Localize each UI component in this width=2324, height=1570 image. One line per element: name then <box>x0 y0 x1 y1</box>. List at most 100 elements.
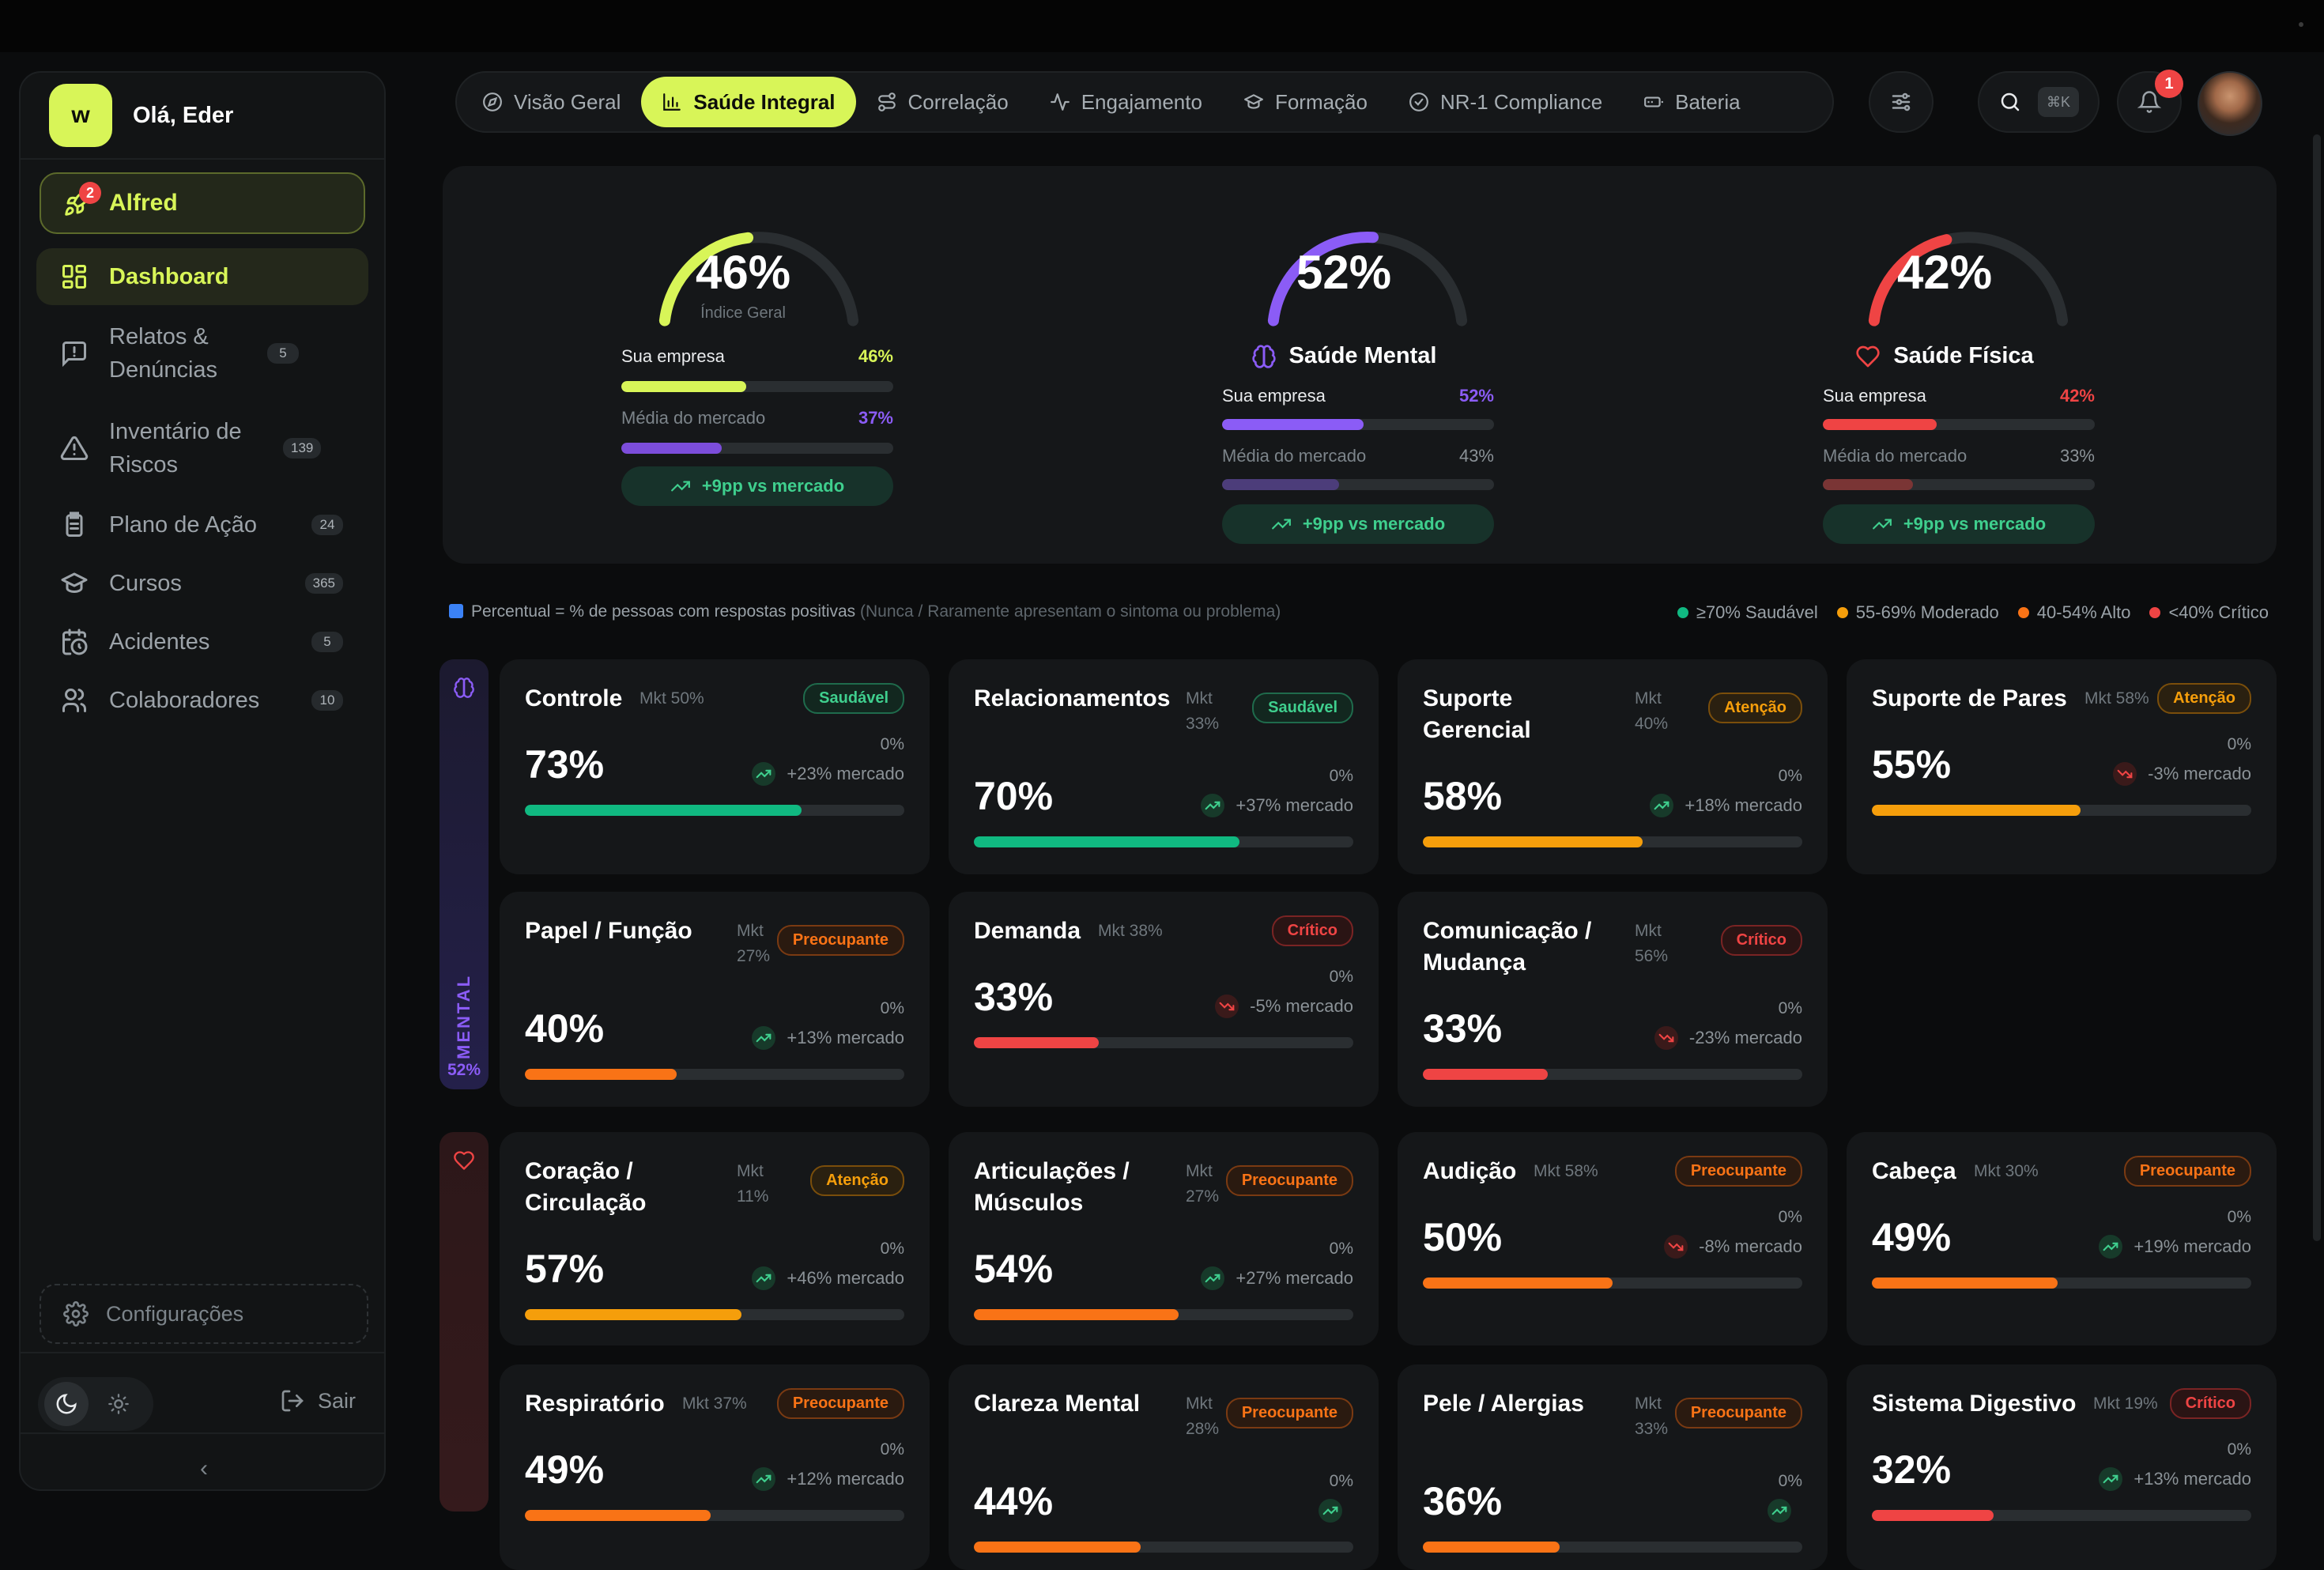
collapse-sidebar-button[interactable]: ‹ <box>21 1432 384 1489</box>
warning-triangle-icon <box>60 436 89 460</box>
market-reference: Mkt 27% <box>1186 1162 1220 1206</box>
card-progress-bar <box>525 805 904 816</box>
card-progress-bar <box>1872 1278 2251 1289</box>
tab-engajamento[interactable]: Engajamento <box>1029 77 1223 127</box>
gauge-title-text: Saúde Física <box>1893 343 2034 368</box>
window-top-bar <box>0 0 2324 52</box>
dimension-card[interactable]: Relacionamentos Mkt 33% Saudável 70% 0% +37% … <box>949 659 1379 874</box>
market-row: Média do mercado 43% <box>1222 446 1494 466</box>
greeting: Olá, Eder <box>133 102 234 128</box>
market-delta: +23% mercado <box>752 762 904 786</box>
tab-saude-integral[interactable]: Saúde Integral <box>641 77 856 127</box>
card-title: Relacionamentos <box>974 685 1171 711</box>
dimension-card[interactable]: Articulações / Músculos Mkt 27% Preocupant… <box>949 1132 1379 1345</box>
gauge-saude-fisica: 42% Saúde Física Sua empresa 42% Média d… <box>1644 166 2245 564</box>
market-delta-text: +13% mercado <box>2133 1469 2251 1489</box>
card-zero: 0% <box>1778 1472 1802 1490</box>
sidebar-item-badge: 5 <box>267 343 299 364</box>
card-zero: 0% <box>1778 767 1802 785</box>
dimension-card[interactable]: Comunicação / Mudança Mkt 56% Crítico 33% 0%… <box>1398 892 1828 1107</box>
app-logo[interactable]: w <box>49 84 112 147</box>
dimension-card[interactable]: Demanda Mkt 38% Crítico 33% 0% -5% mercado <box>949 892 1379 1107</box>
scrollbar-thumb[interactable] <box>2313 134 2321 1241</box>
tab-bateria[interactable]: Bateria <box>1623 77 1760 127</box>
sidebar-item-plano[interactable]: Plano de Ação 24 <box>36 496 368 553</box>
settings-button[interactable]: Configurações <box>40 1284 368 1344</box>
tab-correlacao[interactable]: Correlação <box>856 77 1029 127</box>
card-progress-bar <box>1872 805 2251 816</box>
market-delta: +18% mercado <box>1650 794 1802 817</box>
card-progress-fill <box>525 1069 677 1080</box>
tab-visao-geral[interactable]: Visão Geral <box>462 77 641 127</box>
market-delta: +12% mercado <box>752 1467 904 1491</box>
dimension-card[interactable]: Respiratório Mkt 37% Preocupante 49% 0% +12% … <box>500 1364 930 1570</box>
card-progress-bar <box>1872 1510 2251 1521</box>
company-value: 42% <box>2059 386 2095 406</box>
card-title: Demanda <box>974 918 1081 944</box>
card-title: Audição <box>1423 1158 1517 1184</box>
filter-settings-button[interactable] <box>1869 71 1934 133</box>
sidebar-item-badge: 10 <box>311 690 343 711</box>
trend-up-icon <box>1271 519 1291 530</box>
sidebar-item-cursos[interactable]: Cursos 365 <box>36 555 368 612</box>
section-label: MENTAL <box>454 973 473 1059</box>
avatar[interactable] <box>2198 71 2262 136</box>
delta-text: +9pp vs mercado <box>701 476 845 496</box>
sidebar-header: w Olá, Eder <box>21 73 384 160</box>
tab-label: Visão Geral <box>514 89 621 114</box>
dark-mode-button[interactable] <box>44 1382 89 1426</box>
battery-icon <box>1644 96 1664 108</box>
delta-text: +9pp vs mercado <box>1302 514 1446 534</box>
market-label: Média do mercado <box>621 408 766 428</box>
card-value: 50% <box>1423 1215 1503 1259</box>
card-progress-fill <box>1872 805 2081 816</box>
dimension-card[interactable]: Sistema Digestivo Mkt 19% Crítico 32% 0% +13%… <box>1847 1364 2277 1570</box>
card-value: 49% <box>1872 1215 1952 1259</box>
market-value: 33% <box>2059 446 2095 466</box>
market-reference: Mkt 28% <box>1186 1395 1220 1438</box>
sidebar-item-dashboard[interactable]: Dashboard <box>36 248 368 305</box>
card-value: 55% <box>1872 742 1952 787</box>
settings-label: Configurações <box>106 1301 244 1326</box>
card-progress-fill <box>1423 1069 1549 1080</box>
market-reference: Mkt 56% <box>1635 922 1669 965</box>
market-reference: Mkt 37% <box>682 1395 747 1413</box>
tab-label: Correlação <box>907 89 1009 114</box>
notifications-button[interactable]: 1 <box>2117 70 2183 133</box>
status-legend: ≥70% Saudável 55-69% Moderado 40-54% Alt… <box>1658 602 2269 623</box>
sidebar-item-inventario[interactable]: Inventário de Riscos 139 <box>36 402 368 495</box>
theme-toggle[interactable] <box>38 1377 153 1431</box>
company-row: Sua empresa 52% <box>1222 386 1494 406</box>
dimension-card[interactable]: Papel / Função Mkt 27% Preocupante 40% 0% +13… <box>500 892 930 1107</box>
card-value: 58% <box>1423 774 1503 818</box>
dimension-card[interactable]: Pele / Alergias Mkt 33% Preocupante 36% 0% <box>1398 1364 1828 1570</box>
market-delta-text: -23% mercado <box>1688 1028 1802 1047</box>
logout-button[interactable]: Sair <box>280 1388 356 1413</box>
card-zero: 0% <box>880 1240 904 1258</box>
card-value: 70% <box>974 774 1054 818</box>
gauge-title-text: Saúde Mental <box>1288 343 1437 368</box>
tab-nr1-compliance[interactable]: NR-1 Compliance <box>1388 77 1623 127</box>
card-zero: 0% <box>880 735 904 753</box>
sidebar-item-relatos[interactable]: Relatos & Denúncias 5 <box>36 307 368 400</box>
sidebar-item-colaboradores[interactable]: Colaboradores 10 <box>36 672 368 729</box>
search-button[interactable]: ⌘K <box>1978 71 2100 133</box>
dimension-card[interactable]: Coração / Circulação Mkt 11% Atenção 57% 0% +… <box>500 1132 930 1345</box>
moon-icon <box>56 1394 77 1414</box>
market-delta-text: +18% mercado <box>1685 795 1802 815</box>
gauge-value: 46% <box>695 246 791 299</box>
sidebar-item-acidentes[interactable]: Acidentes 5 <box>36 613 368 670</box>
alfred-button[interactable]: 2 Alfred <box>40 172 365 234</box>
dimension-card[interactable]: Audição Mkt 58% Preocupante 50% 0% -8% mercad… <box>1398 1132 1828 1345</box>
card-progress-fill <box>974 1037 1100 1048</box>
dimension-card[interactable]: Controle Mkt 50% Saudável 73% 0% +23% mercado <box>500 659 930 874</box>
light-mode-button[interactable] <box>96 1382 141 1426</box>
company-value: 46% <box>858 346 893 366</box>
brain-icon <box>454 677 474 698</box>
dimension-card[interactable]: Clareza Mental Mkt 28% Preocupante 44% 0% <box>949 1364 1379 1570</box>
dimension-card[interactable]: Suporte Gerencial Mkt 40% Atenção 58% 0% +18%… <box>1398 659 1828 874</box>
dimension-card[interactable]: Cabeça Mkt 30% Preocupante 49% 0% +19% mercad… <box>1847 1132 2277 1345</box>
dimension-card[interactable]: Suporte de Pares Mkt 58% Atenção 55% 0% -3% m… <box>1847 659 2277 874</box>
route-icon <box>877 92 896 111</box>
tab-formacao[interactable]: Formação <box>1223 77 1388 127</box>
